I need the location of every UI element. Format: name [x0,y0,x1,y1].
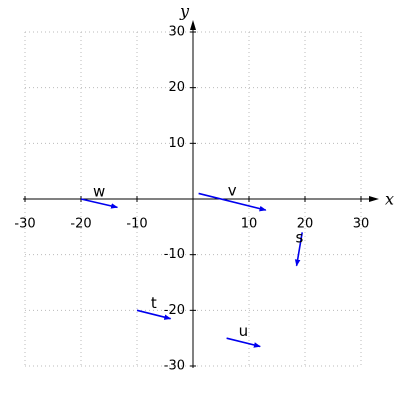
vector-label: v [228,181,237,199]
vector-label: s [295,229,303,247]
x-axis-arrow [369,196,379,202]
x-tick-label: -30 [14,217,35,232]
vector-label: w [93,183,105,201]
vector [80,198,119,209]
y-tick-label: -10 [164,247,185,262]
vector [136,309,172,320]
y-axis-arrow [190,20,196,30]
x-tick-label: -10 [126,217,147,232]
vector-label: t [151,294,157,312]
x-tick-label: 20 [297,217,314,232]
y-tick-label: -20 [164,303,185,318]
y-tick-label: -30 [164,359,185,374]
vector [198,192,267,212]
y-tick-label: 20 [168,80,185,95]
x-tick-label: 30 [353,217,370,232]
y-tick-label: 10 [168,136,185,151]
x-tick-label: -20 [70,217,91,232]
x-axis-label: x [385,190,394,209]
y-axis-label: y [179,2,190,21]
x-tick-label: 10 [241,217,258,232]
vector-label: u [239,322,249,340]
plot: x y -30 -20 -10 10 20 30 -30 -20 -10 10 20 30 w v s t u [14,2,394,374]
vector [226,337,261,348]
y-tick-label: 30 [168,25,185,40]
vector [294,232,303,267]
